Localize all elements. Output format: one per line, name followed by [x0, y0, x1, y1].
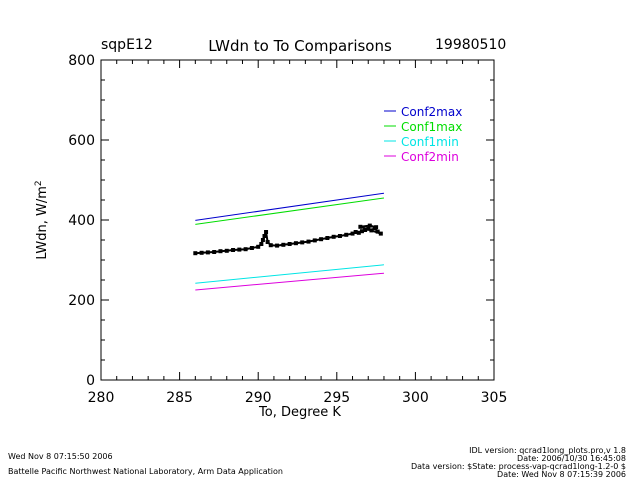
observation-point — [369, 228, 374, 233]
y-axis-label-superscript: 2 — [33, 180, 44, 187]
x-tick-label: 305 — [481, 390, 508, 406]
observation-point — [275, 243, 280, 248]
observation-point — [375, 229, 380, 234]
observation-point — [264, 230, 269, 234]
observation-point — [363, 228, 368, 232]
observation-point — [358, 224, 363, 229]
footer-data-date: Date: Wed Nov 8 07:15:39 2006 — [497, 470, 626, 479]
observation-point — [374, 225, 379, 230]
observation-point — [256, 244, 261, 249]
observation-point — [319, 237, 324, 242]
observation-point — [260, 238, 265, 242]
observation-point — [193, 251, 198, 256]
y-tick-label: 800 — [68, 53, 95, 69]
observation-point — [312, 238, 317, 243]
footer-organization: Battelle Pacific Northwest National Labo… — [8, 467, 283, 476]
observation-point — [337, 234, 342, 238]
observation-point — [325, 236, 330, 240]
footer-data-version: Data version: $State: process-vap-qcrad1… — [410, 462, 626, 471]
observation-point — [331, 234, 336, 239]
observation-point — [212, 250, 217, 254]
observation-point — [281, 242, 286, 247]
observation-point — [231, 248, 236, 252]
observation-point — [224, 248, 229, 253]
observation-point — [265, 240, 270, 244]
series-line-conf1max — [195, 197, 385, 225]
x-tick-label: 300 — [402, 390, 429, 406]
observation-point — [262, 234, 267, 238]
observation-point — [344, 232, 349, 237]
y-axis-label: LWdn, W/m — [35, 186, 51, 260]
observation-point — [359, 229, 364, 234]
observation-point — [306, 239, 311, 244]
y-tick-label: 0 — [86, 373, 95, 389]
series-line-conf2min — [195, 272, 385, 291]
observation-point — [353, 230, 358, 234]
legend-label-conf2min: Conf2min — [401, 150, 459, 164]
observation-point — [268, 243, 273, 248]
series-line-conf1min — [195, 264, 385, 284]
observation-point — [366, 226, 371, 231]
observation-point — [300, 240, 305, 245]
footer-idl-version: IDL version: qcrad1long_plots.pro,v 1.8 — [469, 446, 626, 455]
chart-observation-points — [193, 223, 383, 256]
x-tick-label: 280 — [88, 390, 115, 406]
observation-point — [356, 230, 361, 235]
chart-ticks: 280 285 290 295 300 305 0 200 400 600 800 — [68, 53, 507, 406]
series-line-conf2max — [195, 192, 385, 221]
y-tick-label: 200 — [68, 293, 95, 309]
x-tick-label: 290 — [245, 390, 272, 406]
observation-point — [218, 249, 223, 254]
observation-point — [350, 231, 355, 236]
site-label: sqpE12 — [101, 37, 153, 53]
observation-point — [293, 241, 298, 246]
x-tick-label: 285 — [166, 390, 193, 406]
observation-point — [378, 231, 383, 236]
y-tick-label: 400 — [68, 213, 95, 229]
observation-point — [287, 242, 292, 246]
y-tick-label: 600 — [68, 133, 95, 149]
observation-point — [249, 246, 254, 250]
observation-point — [259, 242, 264, 246]
legend-label-conf1max: Conf1max — [401, 120, 462, 134]
legend-label-conf2max: Conf2max — [401, 105, 462, 119]
observation-point — [199, 250, 204, 255]
footer-idl-date: Date: 2006/10/30 16:45:08 — [517, 454, 626, 463]
footer-timestamp: Wed Nov 8 07:15:50 2006 — [8, 452, 113, 461]
observation-point — [367, 223, 372, 228]
y-axis-title: LWdn, W/m2 — [34, 180, 50, 259]
x-axis-title: To, Degree K — [259, 405, 341, 420]
chart-series-lines — [195, 192, 385, 291]
observation-point — [205, 250, 210, 255]
observation-point — [243, 247, 248, 252]
chart-title: LWdn to To Comparisons — [208, 37, 392, 55]
x-tick-label: 295 — [323, 390, 350, 406]
date-label: 19980510 — [435, 37, 507, 53]
observation-point — [237, 247, 242, 252]
legend-label-conf1min: Conf1min — [401, 135, 459, 149]
